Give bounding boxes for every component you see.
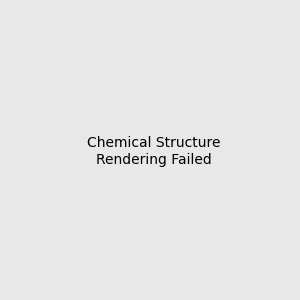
Text: Chemical Structure
Rendering Failed: Chemical Structure Rendering Failed <box>87 136 220 166</box>
